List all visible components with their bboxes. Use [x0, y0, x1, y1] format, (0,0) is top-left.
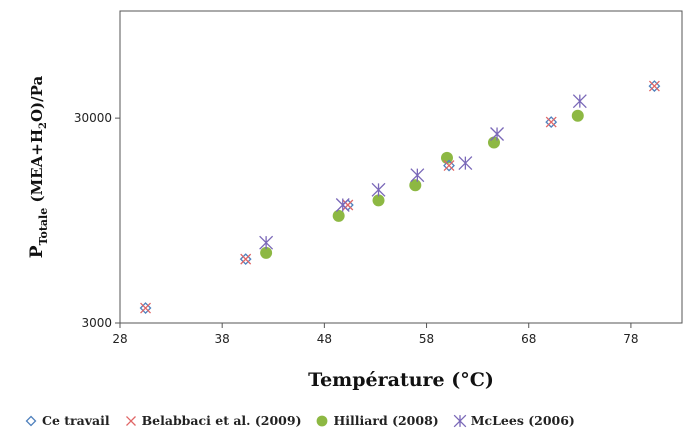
data-point: [332, 209, 345, 222]
legend-label: Hilliard (2008): [333, 413, 439, 428]
x-tick-label: 48: [317, 332, 332, 346]
data-point: [545, 116, 558, 128]
data-point: [487, 136, 500, 149]
data-point: [239, 253, 252, 266]
data-point: [140, 302, 152, 314]
data-point: [240, 253, 252, 265]
legend-entry: Hilliard (2008): [315, 413, 439, 428]
data-point: [443, 160, 455, 172]
legend-marker: [25, 415, 37, 426]
x-tick-label: 58: [419, 332, 434, 346]
data-point: [490, 127, 505, 141]
legend-marker-glyph: [125, 415, 136, 426]
x-tick-label: 28: [112, 332, 127, 346]
data-point: [648, 80, 661, 93]
legend-marker-glyph: [317, 415, 328, 426]
legend-marker-glyph: [25, 415, 37, 426]
data-point: [458, 156, 473, 171]
data-point: [259, 235, 274, 250]
legend: Ce travail Belabbaci et al. (2009) Hilliar…: [24, 413, 684, 428]
data-point: [443, 159, 455, 172]
data-point: [342, 199, 354, 211]
legend-marker: [453, 414, 466, 427]
x-axis-ticks: 28 38 48 58 68 78: [112, 323, 639, 346]
data-markers: [139, 80, 661, 314]
x-tick-label: 38: [215, 332, 230, 346]
x-axis-label: Température (°C): [308, 369, 494, 391]
data-point: [571, 109, 584, 122]
data-point: [648, 80, 660, 92]
legend-label: Belabbaci et al. (2009): [141, 413, 302, 428]
plot-area-frame: [119, 10, 683, 324]
data-point: [409, 179, 422, 192]
legend-entry: Belabbaci et al. (2009): [124, 413, 302, 428]
legend-entry: McLees (2006): [453, 413, 575, 428]
data-point: [371, 182, 386, 197]
legend-marker: [317, 415, 328, 426]
data-point: [372, 194, 385, 207]
y-tick-label: 30000: [74, 111, 112, 125]
data-point: [335, 198, 350, 212]
y-axis-ticks: 3000 30000: [74, 111, 120, 330]
data-point: [410, 168, 425, 183]
legend-marker: [125, 415, 136, 426]
x-tick-label: 68: [521, 332, 536, 346]
y-tick-label: 3000: [81, 316, 112, 330]
x-tick-label: 78: [623, 332, 638, 346]
legend-label: McLees (2006): [470, 413, 575, 428]
data-point: [572, 94, 587, 109]
y-axis-label: PTotale (MEA+H2O)/Pa: [27, 76, 50, 259]
legend-marker-glyph: [453, 414, 466, 427]
legend-entry: Ce travail: [24, 413, 110, 428]
data-point: [260, 246, 273, 259]
legend-label: Ce travail: [42, 413, 110, 428]
data-point: [139, 302, 152, 314]
data-point: [545, 116, 557, 128]
